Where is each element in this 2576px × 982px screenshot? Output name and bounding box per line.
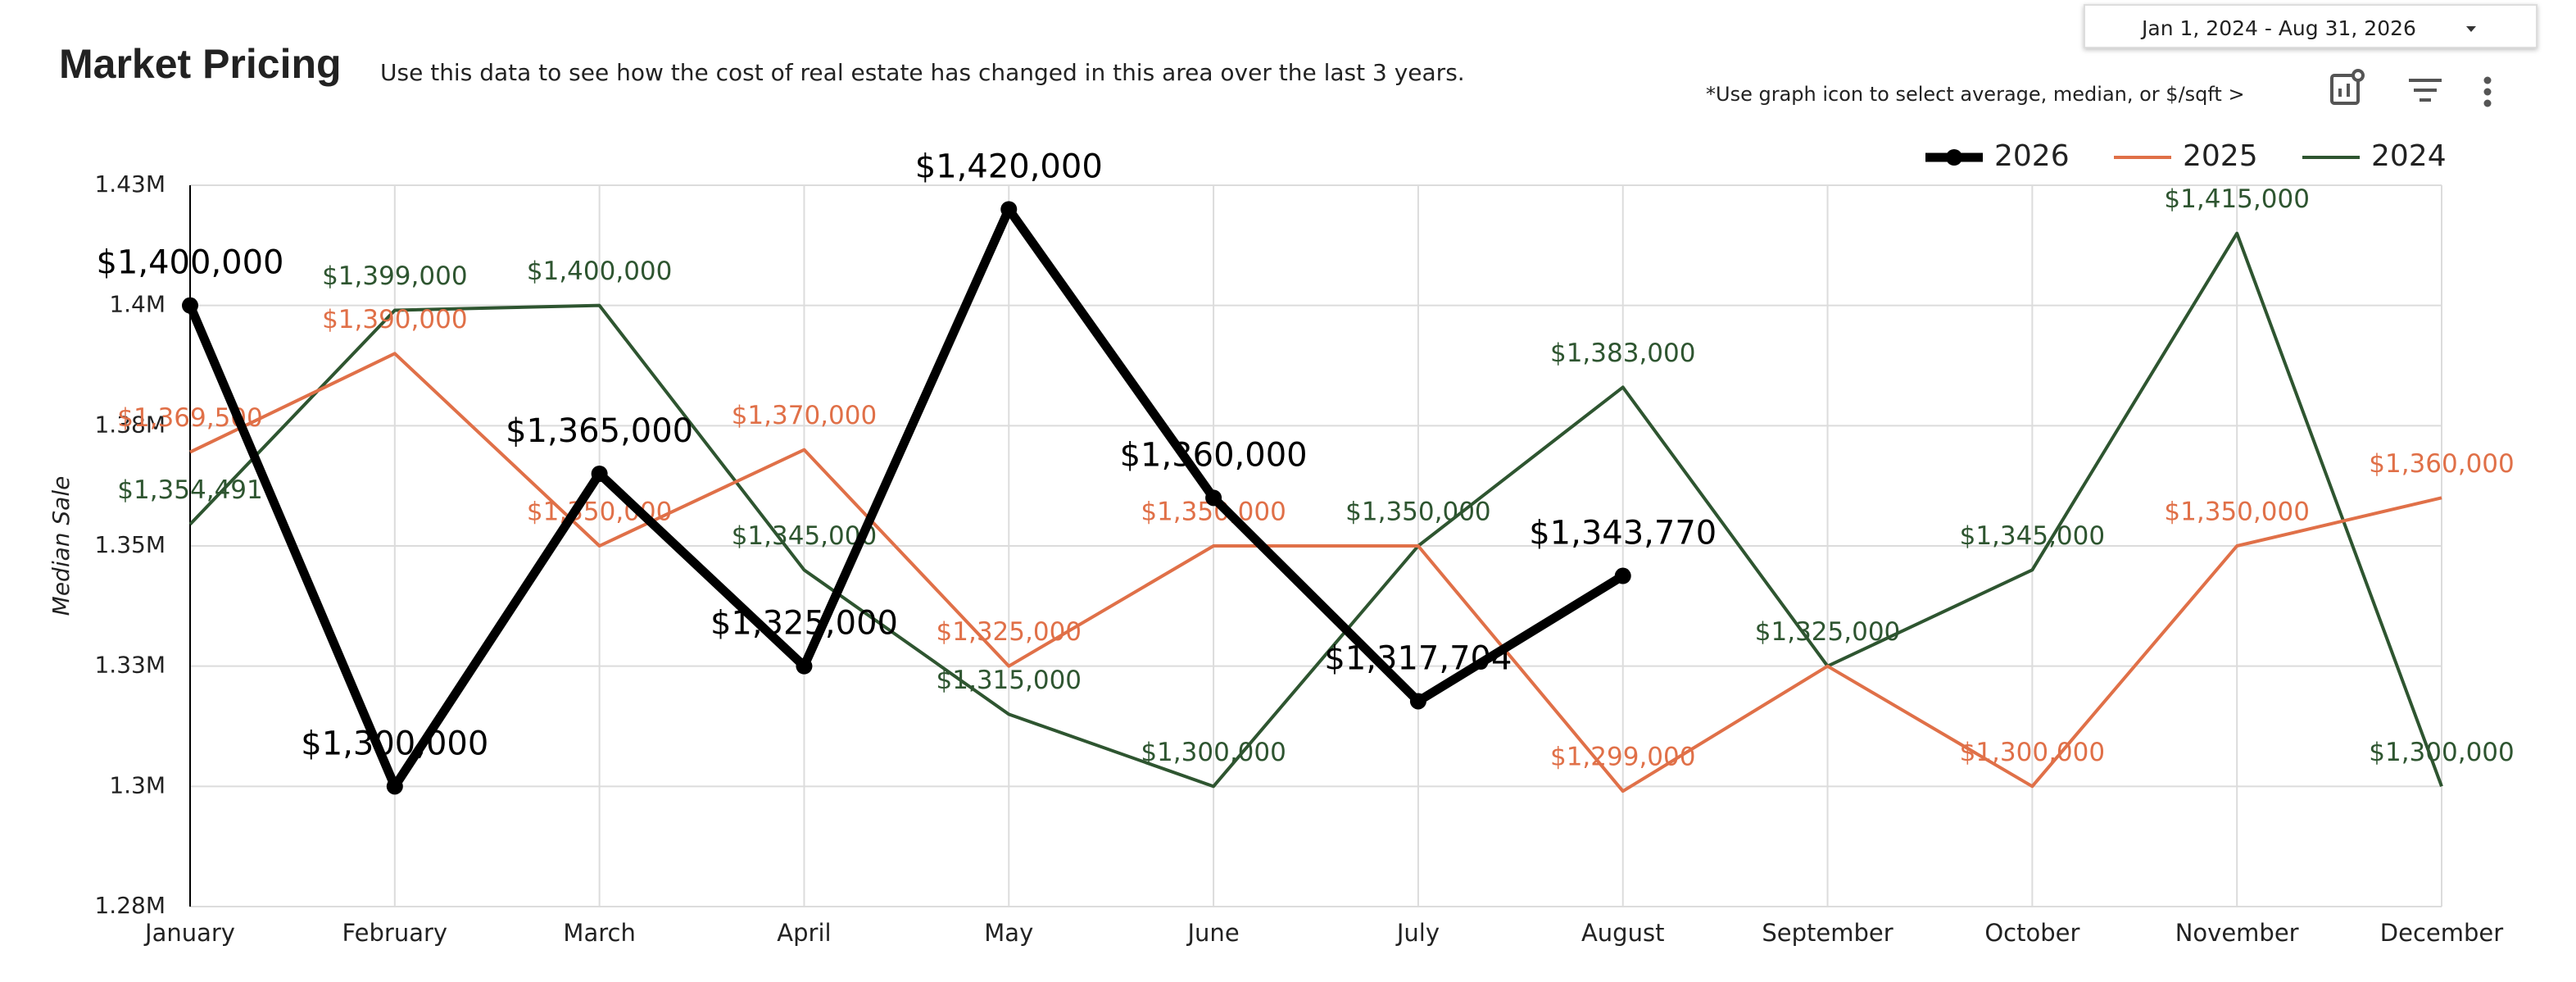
data-label: $1,350,000 xyxy=(1345,498,1491,527)
data-label: $1,360,000 xyxy=(1120,436,1308,474)
legend-marker xyxy=(1946,149,1962,166)
data-label: $1,300,000 xyxy=(2369,738,2515,767)
data-label: $1,365,000 xyxy=(506,412,693,450)
data-label: $1,415,000 xyxy=(2164,184,2310,214)
data-label: $1,370,000 xyxy=(732,401,878,430)
subtitle: Use this data to see how the cost of rea… xyxy=(380,59,1465,86)
x-tick-label: November xyxy=(2175,919,2299,947)
data-label: $1,399,000 xyxy=(322,261,468,291)
point xyxy=(1205,489,1222,507)
data-label: $1,360,000 xyxy=(2369,449,2515,479)
x-tick-label: March xyxy=(563,919,635,947)
y-tick-label: 1.4M xyxy=(109,291,166,318)
line xyxy=(189,352,2442,793)
series-2025: $1,369,500$1,390,000$1,350,000$1,370,000… xyxy=(117,305,2515,793)
y-tick-label: 1.35M xyxy=(94,531,166,558)
y-tick-label: 1.28M xyxy=(94,892,166,919)
data-label: $1,350,000 xyxy=(2164,498,2310,527)
data-label: $1,345,000 xyxy=(732,521,878,551)
data-label: $1,299,000 xyxy=(1550,743,1696,772)
point xyxy=(796,657,813,675)
data-label: $1,343,770 xyxy=(1529,515,1717,552)
note: *Use graph icon to select average, media… xyxy=(1706,83,2245,106)
data-label: $1,315,000 xyxy=(937,666,1082,695)
data-label: $1,383,000 xyxy=(1550,339,1696,368)
chart-icon[interactable] xyxy=(2330,69,2365,105)
filter-icon[interactable] xyxy=(2409,79,2442,102)
data-label: $1,325,000 xyxy=(710,605,898,643)
data-label: $1,390,000 xyxy=(322,305,468,334)
date-picker[interactable] xyxy=(2084,4,2537,48)
line xyxy=(185,204,1626,791)
data-label: $1,325,000 xyxy=(1755,617,1901,647)
title: Market Pricing xyxy=(59,41,342,87)
data-label: $1,300,000 xyxy=(1960,738,2106,767)
legend-label: 2025 xyxy=(2183,139,2258,173)
data-label: $1,354,491 xyxy=(117,475,263,505)
x-tick-label: June xyxy=(1186,919,1240,947)
point xyxy=(1614,567,1631,584)
data-label: $1,317,704 xyxy=(1324,639,1512,677)
point xyxy=(1000,201,1018,218)
date-range[interactable]: Jan 1, 2024 - Aug 31, 2026 xyxy=(2140,16,2416,40)
x-tick-label: February xyxy=(342,919,448,947)
data-label: $1,345,000 xyxy=(1960,521,2106,551)
series-2024: $1,354,491 $1,399,000 $1,400,000 $1,345,000… xyxy=(117,184,2515,789)
series-2026: $1,400,000 $1,300,000 $1,365,000 $1,325,000… xyxy=(96,148,1717,795)
y-tick-label: 1.38M xyxy=(94,411,166,438)
data-label: $1,400,000 xyxy=(527,257,673,286)
x-tick-label: April xyxy=(777,919,831,947)
point xyxy=(182,297,198,314)
point xyxy=(386,778,403,795)
x-tick-label: September xyxy=(1762,919,1893,947)
data-label: $1,400,000 xyxy=(96,244,283,282)
y-axis-label: Median Sale xyxy=(48,476,75,616)
x-tick-label: July xyxy=(1395,919,1440,947)
x-tick-label: August xyxy=(1581,919,1665,947)
more-icon[interactable] xyxy=(2483,76,2492,107)
point xyxy=(591,466,608,482)
x-tick-label: October xyxy=(1984,919,2079,947)
data-label: $1,300,000 xyxy=(301,725,488,762)
x-tick-label: December xyxy=(2380,919,2503,947)
data-label: $1,420,000 xyxy=(915,148,1103,185)
dropdown-arrow[interactable] xyxy=(2466,26,2476,32)
data-label: $1,300,000 xyxy=(1141,738,1286,767)
y-tick-label: 1.33M xyxy=(94,652,166,679)
y-tick-label: 1.3M xyxy=(109,771,166,798)
legend-label: 2026 xyxy=(1994,139,2070,173)
point xyxy=(1409,693,1426,710)
legend-label: 2024 xyxy=(2371,139,2447,173)
x-tick-label: January xyxy=(143,919,235,947)
x-tick-label: May xyxy=(984,919,1033,947)
line xyxy=(188,231,2443,789)
y-tick-label: 1.43M xyxy=(94,170,166,198)
data-label: $1,325,000 xyxy=(937,617,1082,647)
